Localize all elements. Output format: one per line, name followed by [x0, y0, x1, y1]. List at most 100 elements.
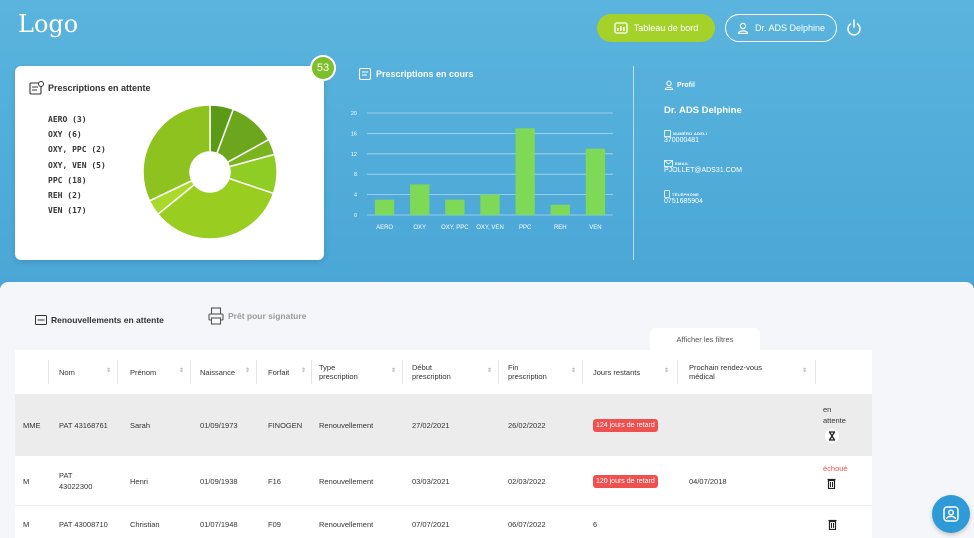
pie-slice-ppc: [156, 177, 275, 240]
x-tick-label: OXY: [413, 225, 426, 231]
logo[interactable]: Logo: [18, 10, 79, 38]
column-header-debut[interactable]: Début prescription ⇕: [412, 363, 492, 381]
x-tick-label: OXY, VEN: [476, 225, 504, 231]
jours-cell: 124 jours de retard: [593, 394, 658, 456]
tab-signature[interactable]: Prêt pour signature: [208, 307, 306, 325]
status-text: en attente: [823, 405, 846, 425]
x-tick-label: OXY, PPC: [441, 225, 469, 231]
fin-cell: 26/02/2022: [508, 420, 546, 430]
forfait-cell: FINOGEN: [268, 420, 303, 430]
y-tick-label: 20: [351, 111, 357, 117]
legend-item: AERO (3): [48, 115, 87, 124]
legend-item: VEN (17): [48, 206, 87, 216]
naissance-cell: 01/07/1948: [200, 519, 238, 529]
naissance-cell: 01/09/1973: [200, 420, 238, 430]
legend-item: PPC (18): [48, 175, 87, 185]
card-icon: [35, 315, 47, 325]
renewals-table: Nom ⇕ Prénom ⇕ Naissance ⇕ Forfait ⇕ Type pr…: [15, 350, 872, 538]
printer-icon: [208, 307, 224, 325]
y-tick-label: 8: [354, 172, 357, 178]
sort-icon: ⇕: [244, 368, 250, 374]
y-tick-label: 16: [351, 131, 357, 137]
forfait-cell: F09: [268, 519, 281, 529]
column-header-type[interactable]: Type prescription ⇕: [319, 363, 396, 381]
column-separator: [677, 360, 678, 384]
divider: [633, 66, 634, 260]
contact-fab-button[interactable]: [932, 495, 970, 533]
sort-icon: ⇕: [663, 368, 669, 374]
late-badge: 120 jours de retard: [593, 474, 658, 488]
column-header-prenom[interactable]: Prénom ⇕: [130, 367, 184, 377]
pie-chart: [142, 104, 278, 240]
column-separator: [190, 360, 191, 384]
courses-title: Prescriptions en cours: [358, 67, 474, 81]
column-separator: [498, 360, 499, 384]
column-header-rdv[interactable]: Prochain rendez-vous médical ⇕: [689, 363, 807, 381]
sort-icon: ⇕: [570, 368, 576, 374]
forfait-cell: F16: [268, 476, 281, 486]
y-tick-label: 12: [351, 152, 357, 158]
prescription-icon: [29, 81, 44, 95]
bar-ppc: [515, 128, 535, 215]
table-row[interactable]: MME PAT 43168761 Sarah 01/09/1973 FINOGE…: [15, 394, 872, 456]
profile-title: Profil: [677, 81, 695, 89]
status-text: échoué: [823, 464, 848, 473]
table-header: Nom ⇕ Prénom ⇕ Naissance ⇕ Forfait ⇕ Type pr…: [15, 350, 872, 394]
pending-count-badge: 53: [310, 55, 336, 81]
jours-cell: 6: [593, 519, 598, 529]
column-separator: [256, 360, 257, 384]
sort-icon: ⇕: [300, 368, 306, 374]
document-icon: [358, 67, 372, 81]
sort-icon: ⇕: [801, 368, 807, 374]
column-header-nom[interactable]: Nom ⇕: [59, 367, 111, 377]
column-header-forfait[interactable]: Forfait ⇕: [268, 367, 306, 377]
trash-icon[interactable]: [827, 478, 836, 491]
rdv-cell: 04/07/2018: [689, 476, 727, 486]
user-button[interactable]: Dr. ADS Delphine: [725, 14, 837, 42]
sort-icon: ⇕: [105, 368, 111, 374]
tab-renewals[interactable]: Renouvellements en attente: [35, 315, 164, 325]
bar-oxy-ven: [480, 194, 500, 215]
nom-cell: PAT 43022300: [59, 471, 93, 491]
naissance-cell: 01/09/1938: [200, 476, 238, 486]
x-tick-label: REH: [554, 225, 567, 231]
column-header-naissance[interactable]: Naissance ⇕: [200, 367, 250, 377]
dashboard-icon: [614, 22, 628, 34]
table-row[interactable]: M PAT 43022300 Henri 01/09/1938 F16 Reno…: [15, 456, 872, 506]
hourglass-icon[interactable]: [825, 429, 839, 443]
civility-cell: MME: [23, 420, 41, 430]
column-header-fin[interactable]: Fin prescription ⇕: [508, 363, 576, 381]
prenom-cell: Sarah: [130, 420, 151, 430]
power-icon[interactable]: [846, 18, 862, 38]
trash-icon[interactable]: [828, 506, 837, 538]
column-separator: [582, 360, 583, 384]
late-badge: 124 jours de retard: [593, 418, 658, 432]
dashboard-button[interactable]: Tableau de bord: [597, 14, 715, 42]
pie-legend: AERO (3) OXY (6) OXY, PPC (2) OXY, VEN (…: [48, 112, 106, 218]
fin-cell: 02/03/2022: [508, 476, 546, 486]
dashboard-label: Tableau de bord: [633, 23, 699, 33]
table-row[interactable]: M PAT 43008710 Christian 01/07/1948 F09 …: [15, 506, 872, 538]
column-separator: [48, 360, 49, 384]
type-cell: Renouvellement: [319, 420, 374, 430]
y-tick-label: 4: [354, 193, 357, 199]
profile-heading: Profil: [664, 80, 742, 90]
y-tick-label: 0: [354, 213, 357, 219]
legend-item: OXY, VEN (5): [48, 160, 106, 170]
status-cell: en attente: [823, 404, 863, 443]
adeli-label: NUMÉRO ADELI: [664, 130, 742, 137]
sort-icon: ⇕: [486, 368, 492, 374]
profile-panel: Profil Dr. ADS Delphine NUMÉRO ADELI 370…: [664, 80, 742, 205]
column-header-jours[interactable]: Jours restants ⇕: [593, 367, 669, 377]
phone-value: 0751685904: [664, 198, 703, 205]
card-icon: [664, 130, 671, 137]
bar-ven: [585, 148, 606, 215]
show-filters-button[interactable]: Afficher les filtres: [650, 328, 760, 350]
contact-icon: [943, 506, 959, 522]
civility-cell: M: [23, 519, 30, 529]
legend-item: OXY, PPC (2): [48, 145, 106, 155]
bar-oxy: [410, 184, 430, 215]
profile-name: Dr. ADS Delphine: [664, 105, 742, 116]
courses-title-text: Prescriptions en cours: [376, 69, 474, 79]
civility-cell: M: [23, 476, 30, 486]
